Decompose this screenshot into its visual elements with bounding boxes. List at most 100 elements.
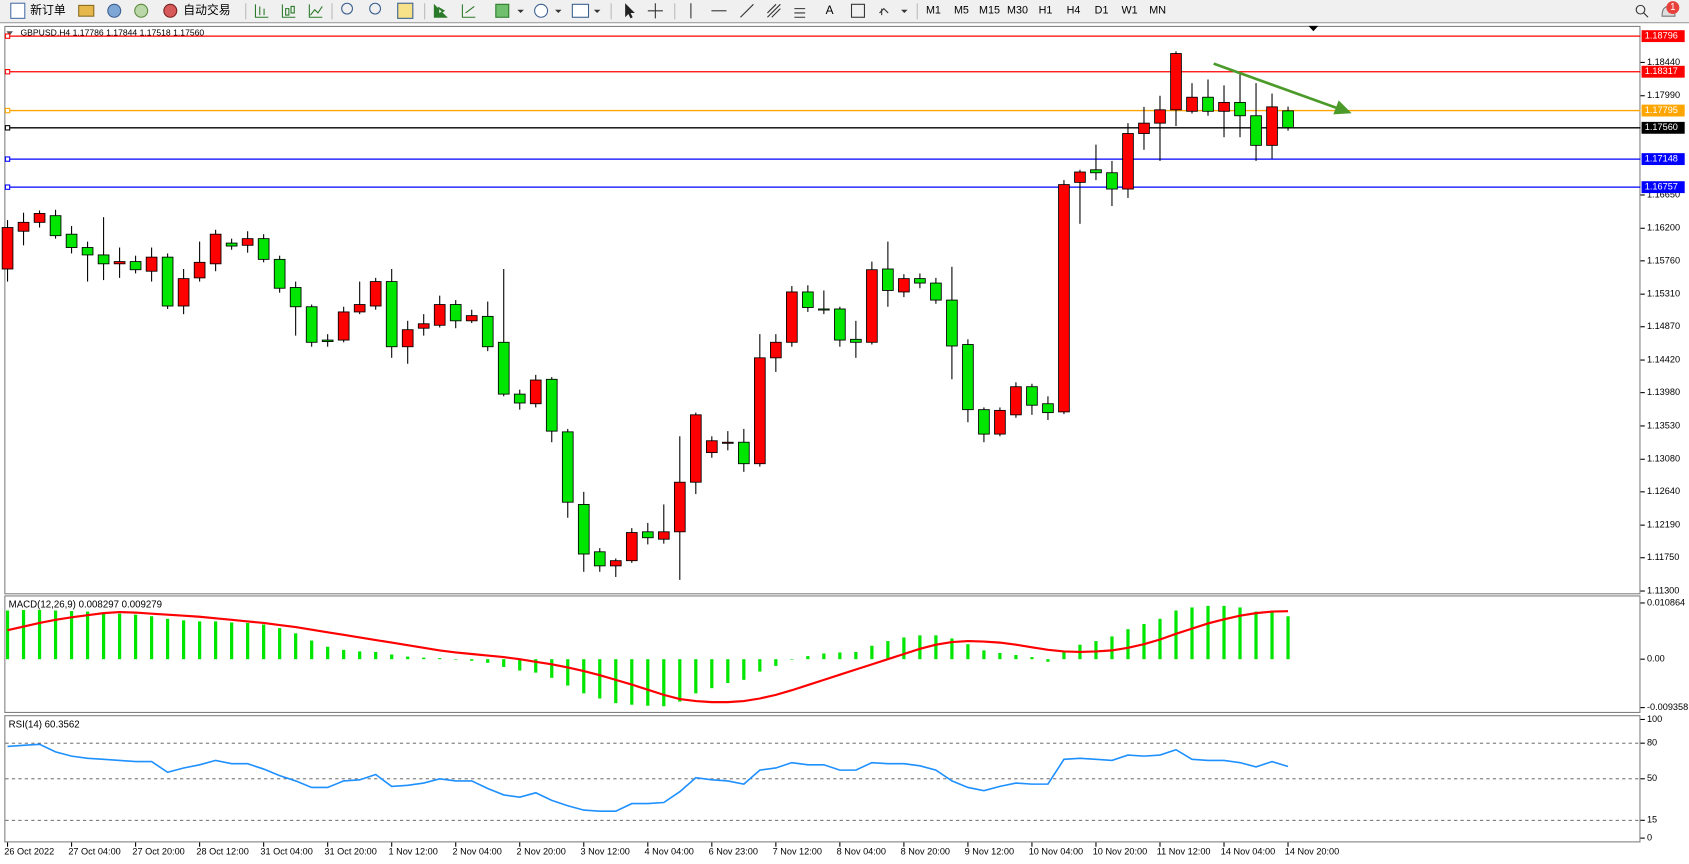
macd-histogram-bar: [454, 659, 458, 660]
candle-body: [465, 315, 478, 322]
auto-trading-icon[interactable]: [163, 3, 178, 18]
macd-histogram-bar: [918, 635, 922, 660]
x-tick-label: 8 Nov 04:00: [837, 847, 886, 857]
macd-histogram-bar: [950, 638, 954, 660]
macd-histogram-bar: [198, 621, 202, 660]
macd-histogram-bar: [294, 633, 298, 660]
candle-body: [930, 282, 942, 301]
template-icon[interactable]: [571, 3, 590, 18]
macd-histogram-bar: [502, 659, 506, 667]
tool-icon[interactable]: [78, 4, 95, 17]
macd-histogram-bar: [53, 610, 58, 660]
candle-body: [49, 215, 62, 237]
price-level-handle: [4, 156, 11, 162]
macd-histogram-bar: [982, 650, 986, 660]
candle-chart-icon[interactable]: [281, 4, 296, 18]
dropdown-arrow[interactable]: [593, 9, 601, 13]
tool-icon[interactable]: [107, 3, 122, 18]
tool-icon[interactable]: [134, 3, 149, 18]
macd-histogram-bar: [214, 621, 218, 660]
price-level-box: [1641, 153, 1685, 166]
autoscroll-icon[interactable]: [433, 4, 448, 18]
macd-histogram-bar: [694, 659, 698, 694]
candle-body: [369, 281, 382, 307]
zoom-out-icon[interactable]: [369, 2, 382, 15]
period-icon[interactable]: [534, 3, 549, 18]
macd-histogram-bar: [1222, 605, 1226, 660]
timeframe-button[interactable]: H4: [1067, 5, 1081, 17]
macd-histogram-bar: [1094, 641, 1098, 660]
candle-body: [561, 431, 574, 503]
candle-body: [1170, 53, 1182, 111]
x-tick-label: 14 Nov 04:00: [1221, 847, 1275, 857]
candle-body: [834, 308, 846, 341]
macd-histogram-bar: [438, 658, 442, 660]
macd-histogram-bar: [614, 659, 618, 704]
candle-body: [65, 233, 78, 248]
macd-histogram-bar: [326, 646, 330, 660]
new-order-button[interactable]: 新订单: [30, 3, 66, 17]
tile-icon[interactable]: [397, 2, 414, 19]
candle-body: [449, 304, 462, 322]
dropdown-arrow[interactable]: [901, 9, 908, 13]
x-tick-label: 31 Oct 20:00: [324, 847, 376, 857]
search-icon[interactable]: [1635, 4, 1646, 15]
macd-histogram-bar: [1030, 657, 1034, 660]
dropdown-arrow[interactable]: [555, 9, 562, 13]
price-panel-frame: [4, 25, 1641, 595]
price-level-handle: [4, 184, 11, 190]
y-tick-label: 15: [1647, 815, 1657, 825]
label-tool-icon[interactable]: [850, 3, 865, 18]
zoom-in-icon[interactable]: [341, 2, 353, 15]
plot-layer: 1.18440 1.17990 1.16650 1.16200 1.15760 1.153…: [1, 30, 1688, 857]
arrows-icon[interactable]: [879, 7, 889, 16]
candle-body: [129, 261, 142, 271]
dropdown-arrow[interactable]: [517, 9, 524, 13]
x-tick-label: 3 Nov 12:00: [581, 847, 630, 857]
toolbar-background: [0, 0, 1689, 23]
fibo-icon[interactable]: [794, 8, 806, 18]
y-tick-label: 1.15310: [1647, 289, 1680, 299]
notification-badge: [1666, 1, 1680, 15]
x-tick-label: 9 Nov 12:00: [965, 847, 1014, 857]
chart-shift-icon[interactable]: [461, 4, 476, 18]
auto-trading-button[interactable]: 自动交易: [183, 3, 230, 17]
crosshair-icon[interactable]: [647, 3, 663, 19]
trendline-icon[interactable]: [740, 3, 754, 18]
timeframe-button[interactable]: M5: [954, 5, 969, 17]
macd-histogram-bar: [870, 645, 874, 660]
macd-histogram-bar: [117, 613, 122, 660]
candle-body: [1106, 172, 1118, 190]
search-icon-handle: [1643, 12, 1649, 18]
text-tool-icon[interactable]: A: [826, 3, 834, 17]
indicators-icon[interactable]: [495, 3, 510, 18]
y-tick-label: 1.14420: [1647, 354, 1680, 364]
timeframe-button[interactable]: D1: [1095, 5, 1109, 17]
timeframe-button[interactable]: MN: [1149, 5, 1166, 17]
timeframe-button[interactable]: M15: [979, 5, 1000, 17]
channel-icon[interactable]: [767, 3, 781, 18]
macd-histogram-bar: [806, 656, 810, 660]
macd-histogram-bar: [1286, 616, 1290, 660]
candle-body: [417, 323, 430, 329]
timeframe-button[interactable]: H1: [1039, 5, 1053, 17]
macd-histogram-bar: [230, 622, 234, 660]
timeframe-button[interactable]: M1: [926, 5, 941, 17]
bar-chart-icon[interactable]: [254, 4, 269, 18]
candle-body: [802, 291, 814, 308]
new-order-icon[interactable]: [10, 2, 26, 19]
price-level-label: 1.16757: [1645, 182, 1678, 192]
price-level-handle: [4, 125, 11, 131]
cursor-icon[interactable]: [625, 3, 635, 19]
candle-body: [433, 304, 446, 326]
candle-body: [770, 341, 782, 359]
line-chart-icon[interactable]: [308, 4, 323, 18]
candle-body: [609, 560, 622, 567]
timeframe-button[interactable]: W1: [1122, 5, 1138, 17]
y-tick-label: 1.13080: [1647, 454, 1680, 464]
timeframe-button[interactable]: M30: [1007, 5, 1028, 17]
x-tick-label: 6 Nov 23:00: [709, 847, 758, 857]
macd-histogram-bar: [85, 611, 90, 660]
